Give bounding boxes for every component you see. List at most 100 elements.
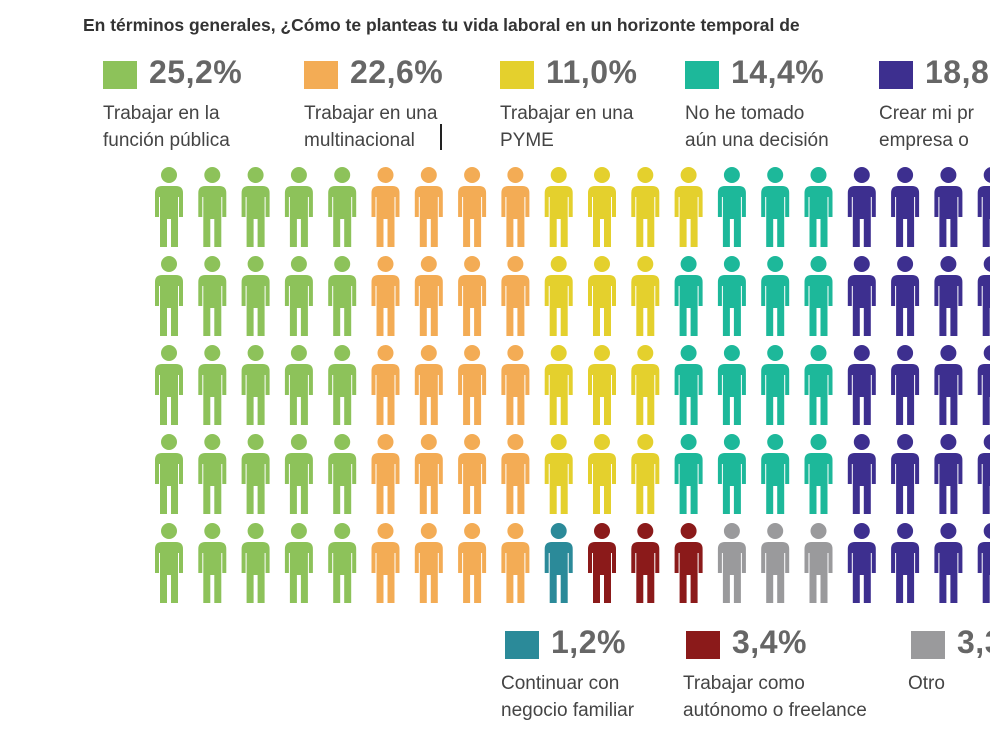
person-icon: [674, 434, 703, 514]
person-icon: [328, 523, 357, 603]
person-icon: [241, 167, 270, 247]
person-icon: [155, 523, 183, 603]
person-icon: [761, 345, 790, 425]
person-icon: [198, 434, 227, 514]
legend-value: 22,6%: [350, 54, 444, 90]
legend-swatch: [505, 631, 539, 659]
legend-label: Trabajar en una multinacional: [304, 103, 438, 151]
person-icon: [631, 523, 660, 603]
person-icon: [804, 256, 833, 336]
legend-swatch: [686, 631, 720, 659]
legend-label: Trabajar en una PYME: [500, 103, 634, 151]
person-icon: [588, 345, 616, 425]
person-icon: [674, 167, 703, 247]
person-icon: [934, 256, 963, 336]
person-icon: [198, 256, 227, 336]
person-icon: [458, 256, 487, 336]
person-icon: [674, 345, 703, 425]
legend-label: Continuar con negocio familiar: [501, 673, 635, 721]
person-icon: [198, 167, 227, 247]
person-icon: [501, 523, 530, 603]
person-icon: [631, 434, 660, 514]
person-icon: [458, 345, 487, 425]
person-icon: [588, 167, 616, 247]
person-icon: [847, 345, 876, 425]
person-icon: [934, 167, 963, 247]
person-icon: [371, 167, 400, 247]
legend-swatch: [685, 61, 719, 89]
legend-label: No he tomado aún una decisión: [685, 103, 829, 151]
person-icon: [717, 523, 746, 603]
person-icon: [241, 434, 270, 514]
person-icon: [977, 256, 990, 336]
person-icon: [761, 167, 790, 247]
person-icon: [891, 256, 920, 336]
person-icon: [155, 434, 183, 514]
person-icon: [544, 256, 573, 336]
person-icon: [544, 345, 573, 425]
person-icon: [501, 167, 530, 247]
person-icon: [544, 434, 573, 514]
person-icon: [934, 345, 963, 425]
person-icon: [284, 523, 313, 603]
person-icon: [458, 167, 487, 247]
person-icon: [371, 523, 400, 603]
legend-swatch: [879, 61, 913, 89]
person-icon: [847, 167, 876, 247]
person-icon: [761, 256, 790, 336]
person-icon: [544, 167, 573, 247]
person-icon: [155, 167, 183, 247]
legend-label: Trabajar como autónomo o freelance: [683, 673, 867, 721]
person-icon: [328, 345, 357, 425]
legend-value: 11,0%: [546, 54, 638, 90]
person-icon: [674, 256, 703, 336]
text-cursor: [440, 124, 442, 150]
person-icon: [241, 256, 270, 336]
person-icon: [588, 434, 616, 514]
person-icon: [284, 167, 313, 247]
legend-label: Crear mi pr empresa o: [879, 103, 975, 151]
person-icon: [328, 256, 357, 336]
person-icon: [241, 523, 270, 603]
legend-value: 3,3: [957, 624, 990, 660]
person-icon: [414, 167, 443, 247]
person-icon: [328, 434, 357, 514]
person-icon: [761, 523, 790, 603]
legend-label: Trabajar en la función pública: [103, 103, 230, 151]
person-icon: [761, 434, 790, 514]
person-icon: [371, 345, 400, 425]
person-icon: [458, 523, 487, 603]
person-icon: [414, 523, 443, 603]
person-icon: [847, 256, 876, 336]
person-icon: [588, 523, 616, 603]
legend-swatch: [103, 61, 137, 89]
person-icon: [458, 434, 487, 514]
person-icon: [674, 523, 703, 603]
person-icon: [414, 256, 443, 336]
person-icon: [284, 345, 313, 425]
person-icon: [198, 523, 227, 603]
legend-value: 25,2%: [149, 54, 243, 90]
person-icon: [198, 345, 227, 425]
person-icon: [155, 345, 183, 425]
person-icon: [501, 434, 530, 514]
person-icon: [588, 256, 616, 336]
person-icon: [284, 256, 313, 336]
person-icon: [371, 434, 400, 514]
person-icon: [414, 434, 443, 514]
legend-swatch: [304, 61, 338, 89]
person-icon: [631, 167, 660, 247]
person-icon: [934, 434, 963, 514]
person-icon: [847, 523, 876, 603]
legend-value: 3,4%: [732, 624, 807, 660]
person-icon: [891, 167, 920, 247]
person-icon: [328, 167, 357, 247]
person-icon: [717, 167, 746, 247]
person-icon: [804, 434, 833, 514]
person-icon: [977, 167, 990, 247]
person-icon: [631, 345, 660, 425]
legend-swatch: [500, 61, 534, 89]
person-icon: [804, 345, 833, 425]
person-icon: [891, 434, 920, 514]
person-icon: [977, 434, 990, 514]
